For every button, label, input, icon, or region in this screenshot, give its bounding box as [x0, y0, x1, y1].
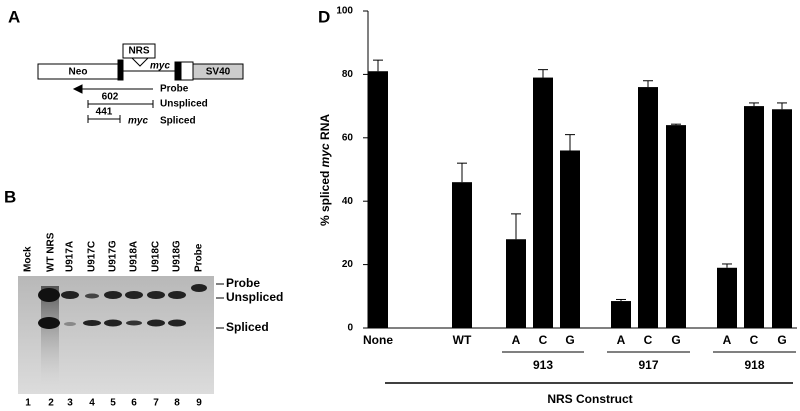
lane-number: 7: [153, 398, 159, 409]
bar: [560, 150, 580, 328]
y-axis-label-part: RNA: [318, 114, 332, 140]
myc-label: myc: [150, 61, 170, 72]
y-tick-label: 40: [342, 196, 354, 207]
group-label: 918: [744, 358, 764, 372]
x-tick-label: C: [644, 333, 653, 347]
lane-number: 6: [131, 398, 137, 409]
y-axis-label-part: myc: [318, 143, 332, 167]
lane-number: 5: [110, 398, 116, 409]
x-tick-label: G: [565, 333, 574, 347]
lane-label: U918C: [151, 241, 162, 272]
error-bar: [671, 123, 681, 126]
y-tick-label: 60: [342, 132, 354, 143]
lane-label: U917A: [65, 241, 76, 272]
bar: [611, 301, 631, 328]
error-bar: [373, 59, 383, 72]
bar: [717, 267, 737, 328]
gel-image: [18, 276, 224, 394]
spliced-label: Spliced: [160, 116, 196, 127]
bar: [744, 106, 764, 328]
lane-number: 9: [196, 398, 202, 409]
error-bar: [565, 134, 575, 151]
x-axis-label: NRS Construct: [547, 392, 632, 406]
lane-number: 1: [25, 398, 31, 409]
error-bar: [538, 69, 548, 78]
error-bar: [722, 263, 732, 268]
x-tick-label: C: [750, 333, 759, 347]
panel-letter: A: [8, 7, 20, 26]
lane-label: Probe: [194, 243, 205, 272]
x-tick-label: G: [777, 333, 786, 347]
unspliced-label: Unspliced: [160, 99, 208, 110]
y-axis-label-part: % spliced: [318, 171, 332, 226]
panel-letter: B: [4, 187, 16, 206]
x-tick-label: G: [671, 333, 680, 347]
nrs-label: NRS: [128, 46, 149, 57]
error-bar: [457, 162, 467, 183]
y-tick-label: 100: [336, 6, 353, 17]
y-axis-label: % spliced myc RNA: [318, 114, 332, 226]
y-tick-label: 0: [347, 323, 353, 334]
error-bar: [616, 298, 626, 302]
probe-label: Probe: [160, 84, 189, 95]
lane-label: WT NRS: [46, 232, 57, 272]
length-label: 441: [96, 107, 113, 118]
lane-number: 8: [174, 398, 180, 409]
bar: [533, 77, 553, 328]
x-tick-label: None: [363, 333, 393, 347]
myc-label: myc: [128, 116, 148, 127]
lane-label: U918A: [129, 241, 140, 272]
group-label: 917: [638, 358, 658, 372]
bar: [452, 182, 472, 328]
band-label: Spliced: [226, 320, 269, 334]
panel-letter: D: [318, 7, 330, 26]
sv40-label: SV40: [206, 67, 231, 78]
x-tick-label: WT: [453, 333, 472, 347]
lane-label: U918G: [172, 240, 183, 272]
bar: [368, 71, 388, 328]
bar: [506, 239, 526, 328]
bar: [638, 87, 658, 328]
y-tick-label: 80: [342, 69, 354, 80]
band-label: Probe: [226, 276, 260, 290]
band-label: Unspliced: [226, 290, 283, 304]
x-tick-label: A: [723, 333, 732, 347]
error-bar: [643, 80, 653, 88]
lane-number: 3: [67, 398, 73, 409]
lane-number: 2: [48, 398, 54, 409]
error-bar: [511, 213, 521, 240]
x-tick-label: A: [512, 333, 521, 347]
y-tick-label: 20: [342, 259, 354, 270]
bar: [772, 109, 792, 329]
construct-diagram: [37, 43, 244, 123]
length-label: 602: [102, 92, 119, 103]
bar: [666, 125, 686, 329]
lane-number: 4: [89, 398, 95, 409]
lane-label: U917G: [108, 240, 119, 272]
error-bar: [777, 102, 787, 110]
error-bar: [749, 102, 759, 107]
group-label: 913: [533, 358, 553, 372]
lane-label: U917C: [87, 241, 98, 272]
neo-label: Neo: [69, 67, 88, 78]
lane-label: Mock: [23, 246, 34, 272]
x-tick-label: C: [539, 333, 548, 347]
x-tick-label: A: [617, 333, 626, 347]
